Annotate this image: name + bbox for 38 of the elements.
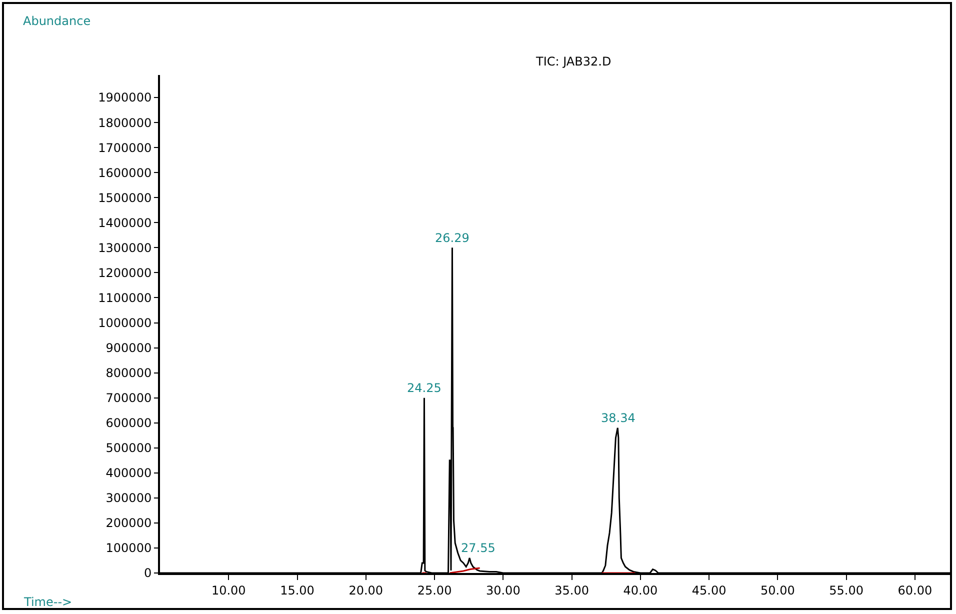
x-tick-label: 15.00 [280,583,314,598]
chart-title: TIC: JAB32.D [535,54,612,69]
x-tick-label: 45.00 [692,583,726,598]
x-tick-label: 55.00 [829,583,864,598]
y-tick-label: 500000 [106,441,152,456]
y-tick-label: 100000 [106,541,152,556]
x-axis-title: Time--> [23,595,72,609]
y-axis-title: Abundance [23,14,91,28]
annotation: 27.55 [461,541,496,555]
y-tick-label: 200000 [106,516,152,530]
y-tick-label: 1100000 [98,290,152,305]
x-tick-label: 10.00 [211,583,246,598]
y-tick-label: 800000 [106,366,152,380]
y-tick-label: 1500000 [98,190,152,205]
y-tick-label: 1900000 [98,90,152,105]
y-tick-label: 1200000 [98,266,152,280]
y-tick-label: 1600000 [98,166,152,180]
y-tick-label: 1400000 [98,216,152,230]
x-tick-label: 30.00 [486,583,520,598]
y-tick-label: 600000 [106,416,152,430]
annotation: 38.34 [601,411,636,425]
x-tick-label: 50.00 [760,583,795,598]
y-tick-label: 300000 [106,491,152,506]
y-tick-label: 1000000 [98,316,152,330]
y-tick-label: 700000 [106,391,152,406]
x-tick-label: 60.00 [898,583,932,598]
x-tick-label: 20.00 [348,583,384,598]
y-tick-label: 1300000 [98,240,152,255]
annotation: 26.29 [435,231,470,245]
y-tick-label: 1800000 [98,116,152,130]
x-tick-label: 25.00 [417,583,452,598]
x-tick-label: 35.00 [554,583,589,598]
annotation: 24.25 [407,381,442,395]
y-tick-label: 900000 [106,340,152,355]
y-tick-label: 400000 [106,466,152,480]
x-tick-label: 40.00 [623,583,658,598]
y-tick-label: 0 [144,566,152,580]
y-tick-label: 1700000 [98,140,152,155]
